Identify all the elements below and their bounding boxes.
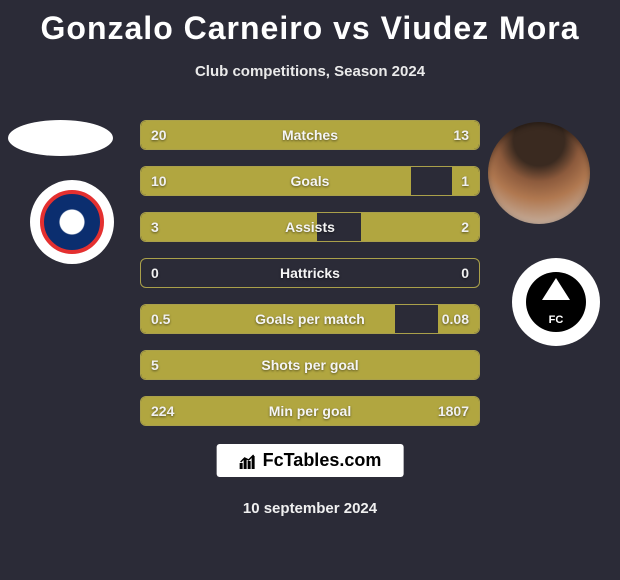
left-club-badge [30, 180, 114, 264]
stat-value-left: 0 [151, 259, 159, 287]
right-club-badge: FC [512, 258, 600, 346]
stat-row: 2241807Min per goal [140, 396, 480, 426]
chart-icon [239, 452, 257, 470]
stat-value-left: 0.5 [151, 305, 170, 333]
stat-value-right: 0.08 [442, 305, 469, 333]
left-player-avatar [8, 120, 113, 156]
stat-bar-left [141, 305, 395, 333]
date-text: 10 september 2024 [243, 500, 377, 517]
stat-bar-left [141, 167, 411, 195]
stat-label: Hattricks [141, 259, 479, 287]
page-title: Gonzalo Carneiro vs Viudez Mora [0, 0, 620, 47]
stat-row: 32Assists [140, 212, 480, 242]
stats-container: 2013Matches101Goals32Assists00Hattricks0… [140, 120, 480, 442]
stat-value-left: 5 [151, 351, 159, 379]
stat-value-right: 2 [461, 213, 469, 241]
stat-row: 2013Matches [140, 120, 480, 150]
subtitle: Club competitions, Season 2024 [0, 63, 620, 80]
stat-value-left: 10 [151, 167, 167, 195]
stat-value-right: 13 [453, 121, 469, 149]
left-club-badge-inner [40, 190, 104, 254]
stat-value-left: 20 [151, 121, 167, 149]
stat-row: 101Goals [140, 166, 480, 196]
stat-value-right: 0 [461, 259, 469, 287]
stat-value-right: 1807 [438, 397, 469, 425]
stat-row: 0.50.08Goals per match [140, 304, 480, 334]
stat-bar-left [141, 351, 479, 379]
right-player-avatar [488, 122, 590, 224]
right-club-label: FC [549, 314, 564, 326]
stat-row: 5Shots per goal [140, 350, 480, 380]
right-club-badge-inner: FC [526, 272, 586, 332]
stat-value-right: 1 [461, 167, 469, 195]
brand-text: FcTables.com [263, 450, 382, 471]
stat-bar-left [141, 121, 344, 149]
stat-bar-right [141, 397, 479, 425]
stat-value-left: 3 [151, 213, 159, 241]
stat-value-left: 224 [151, 397, 174, 425]
stat-bar-left [141, 213, 317, 241]
stat-row: 0 0Hattricks [140, 258, 480, 288]
brand-badge: FcTables.com [217, 444, 404, 477]
